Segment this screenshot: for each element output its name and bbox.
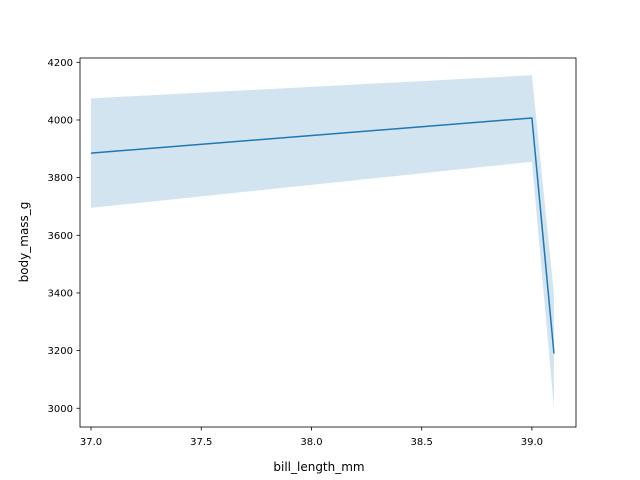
confidence-band-0 — [91, 75, 554, 409]
y-tick-label: 4200 — [48, 58, 73, 69]
axes-frame — [79, 57, 577, 428]
series-line-0 — [90, 117, 555, 354]
y-axis: 3000 3200 3400 3600 3800 4000 4200 — [48, 58, 80, 415]
plot-area — [90, 75, 555, 409]
y-tick-label: 3600 — [48, 231, 73, 242]
x-axis-label: bill_length_mm — [273, 460, 364, 474]
y-tick-label: 3800 — [48, 173, 73, 184]
x-tick-label: 37.5 — [190, 437, 212, 448]
y-tick-label: 3200 — [48, 346, 73, 357]
x-tick-label: 39.0 — [521, 437, 543, 448]
x-tick-label: 37.0 — [80, 437, 102, 448]
y-tick-label: 3000 — [48, 404, 73, 415]
y-tick-label: 3400 — [48, 289, 73, 300]
y-axis-label: body_mass_g — [17, 202, 31, 283]
x-tick-label: 38.0 — [300, 437, 322, 448]
x-axis: 37.0 37.5 38.0 38.5 39.0 — [80, 427, 543, 448]
x-tick-label: 38.5 — [411, 437, 433, 448]
y-tick-label: 4000 — [48, 116, 73, 127]
